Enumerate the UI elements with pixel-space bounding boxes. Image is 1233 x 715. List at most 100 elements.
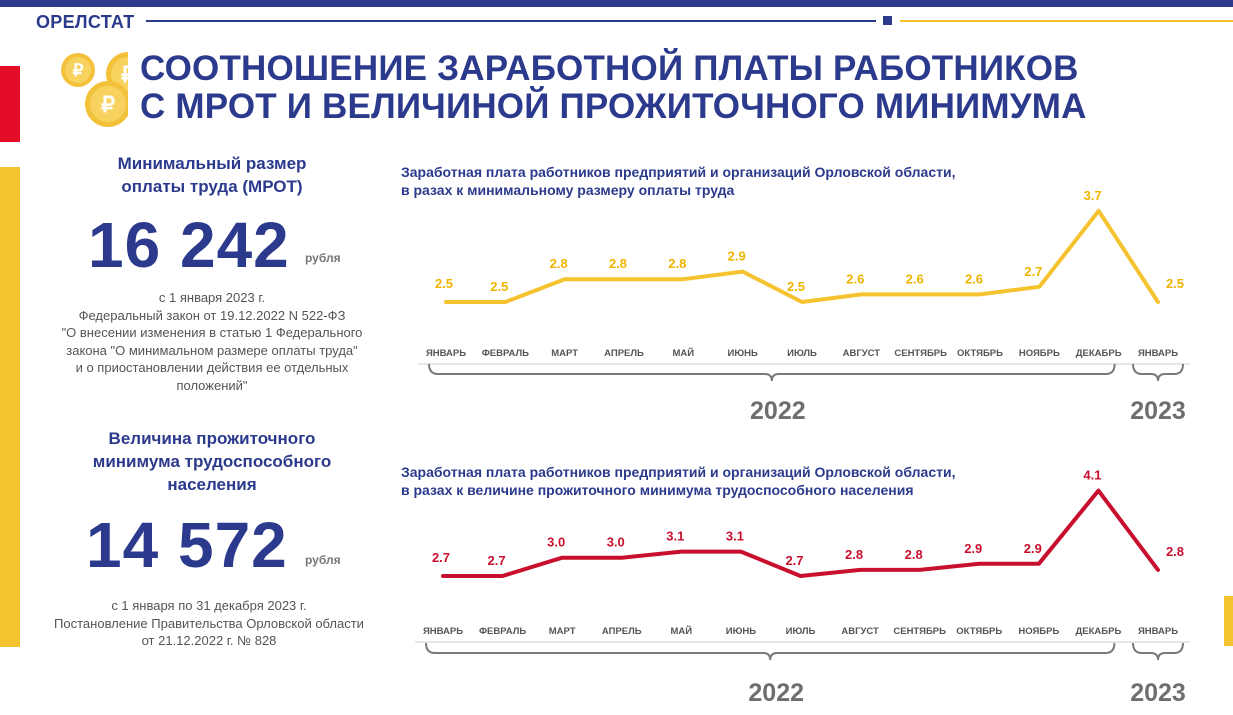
chart1-title: Заработная плата работников предприятий … <box>401 163 955 199</box>
chart1-tick-label: АПРЕЛЬ <box>604 348 644 359</box>
header-divider-marker <box>883 16 892 25</box>
chart1-tick-label: АВГУСТ <box>843 348 881 359</box>
mrot-note-line: Федеральный закон от 19.12.2022 N 522-ФЗ <box>78 307 346 323</box>
chart1-tick-label: СЕНТЯБРЬ <box>894 348 947 359</box>
chart1-data-label: 2.6 <box>846 271 864 286</box>
mrot-value: 16 242 <box>88 209 290 281</box>
svg-text:₽: ₽ <box>101 92 115 117</box>
subsistence-note-line: с 1 января по 31 декабря 2023 г. <box>111 598 307 613</box>
header-divider-accent <box>900 20 1233 22</box>
chart2-data-label: 2.8 <box>845 547 863 562</box>
coin-icon: ₽ <box>85 81 128 127</box>
chart2-tick-label: ЯНВАРЬ <box>1138 626 1178 637</box>
mrot-note: с 1 января 2023 г. Федеральный закон от … <box>27 289 397 394</box>
chart2-tick-label: ИЮЛЬ <box>786 626 816 637</box>
chart2-data-label: 2.9 <box>1024 541 1042 556</box>
chart1-data-label: 2.8 <box>668 256 686 271</box>
chart2-year-label: 2023 <box>1130 679 1186 707</box>
mrot-heading-line: Минимальный размер <box>117 154 307 173</box>
chart2-title-line: в разах к величине прожиточного минимума… <box>401 482 914 498</box>
top-bar <box>0 0 1233 7</box>
chart1-data-label: 2.5 <box>787 279 805 294</box>
chart2-year-brace <box>425 642 1116 661</box>
chart1-tick-label: ИЮНЬ <box>728 348 758 359</box>
chart2-tick-label: ЯНВАРЬ <box>423 626 463 637</box>
mrot-unit: рубля <box>305 251 341 265</box>
chart1-year-label: 2022 <box>750 397 806 425</box>
chart2-tick-label: НОЯБРЬ <box>1018 626 1059 637</box>
subsistence-heading-line: Величина прожиточного <box>108 429 316 448</box>
subsistence-heading-line: минимума трудоспособного <box>92 452 332 471</box>
chart1-data-label: 2.5 <box>490 279 508 294</box>
chart2-tick-label: ИЮНЬ <box>726 626 756 637</box>
subsistence-note-line: от 21.12.2022 г. № 828 <box>141 633 277 648</box>
chart1-year-brace <box>428 363 1116 382</box>
subsistence-heading: Величина прожиточного минимума трудоспос… <box>42 427 382 496</box>
chart2-tick-label: ОКТЯБРЬ <box>956 626 1002 637</box>
chart2-data-label: 2.8 <box>1166 544 1184 559</box>
chart1-year-label: 2023 <box>1130 397 1186 425</box>
svg-text:₽: ₽ <box>121 62 128 87</box>
chart2-data-label: 3.0 <box>547 535 565 550</box>
page-title: СООТНОШЕНИЕ ЗАРАБОТНОЙ ПЛАТЫ РАБОТНИКОВ … <box>140 50 1087 126</box>
chart2-tick-label: МАРТ <box>549 626 576 637</box>
header-divider <box>146 20 876 22</box>
chart2-year-label: 2022 <box>748 679 804 707</box>
chart2-title-line: Заработная плата работников предприятий … <box>401 464 956 480</box>
chart2-year-brace <box>1132 642 1184 661</box>
chart2-tick-label: АПРЕЛЬ <box>602 626 642 637</box>
chart1-data-label: 3.7 <box>1084 188 1102 203</box>
chart1-data-label: 2.9 <box>728 249 746 264</box>
chart1-data-label: 2.5 <box>435 276 453 291</box>
chart2-tick-label: ФЕВРАЛЬ <box>479 626 526 637</box>
mrot-heading: Минимальный размер оплаты труда (МРОТ) <box>42 152 382 198</box>
chart1-data-label: 2.6 <box>906 271 924 286</box>
yellow-accent-bar <box>0 167 20 647</box>
chart1-data-label: 2.6 <box>965 271 983 286</box>
mrot-note-line: и о приостановлении действия ее отдельны… <box>75 360 349 375</box>
chart2-data-label: 3.0 <box>607 535 625 550</box>
chart1-title-line: в разах к минимальному размеру оплаты тр… <box>401 182 735 198</box>
chart2-tick-label: ДЕКАБРЬ <box>1076 626 1122 637</box>
chart1-year-brace <box>1132 363 1184 382</box>
mrot-note-line: с 1 января 2023 г. <box>158 290 266 305</box>
mrot-note-line: положений" <box>176 377 248 393</box>
chart1-tick-label: ЯНВАРЬ <box>426 348 466 359</box>
svg-text:₽: ₽ <box>73 61 84 80</box>
ruble-coins-icon: ₽ ₽ ₽ <box>61 52 128 127</box>
mrot-note-line: "О внесении изменения в статью 1 Федерал… <box>61 325 363 340</box>
mrot-heading-line: оплаты труда (МРОТ) <box>121 177 303 196</box>
chart1-tick-label: МАЙ <box>673 347 695 359</box>
chart1-tick-label: ОКТЯБРЬ <box>957 348 1003 359</box>
chart1-tick-label: ИЮЛЬ <box>787 348 817 359</box>
subsistence-note: с 1 января по 31 декабря 2023 г. Постано… <box>24 597 394 650</box>
mrot-note-line: закона "О минимальном размере оплаты тру… <box>66 342 358 358</box>
brand-label: ОРЕЛСТАТ <box>36 12 135 32</box>
subsistence-unit: рубля <box>305 553 341 567</box>
chart1-data-label: 2.7 <box>1024 264 1042 279</box>
chart1-data-label: 2.8 <box>609 256 627 271</box>
red-accent-bar <box>0 66 20 142</box>
chart2-tick-label: СЕНТЯБРЬ <box>893 626 946 637</box>
subsistence-heading-line: населения <box>167 475 257 494</box>
chart2-data-label: 2.7 <box>432 550 450 565</box>
chart1-data-label: 2.8 <box>550 256 568 271</box>
chart2-data-label: 4.1 <box>1083 468 1101 483</box>
page-title-line: СООТНОШЕНИЕ ЗАРАБОТНОЙ ПЛАТЫ РАБОТНИКОВ <box>140 49 1079 88</box>
right-accent-bar <box>1224 596 1233 646</box>
chart1-data-label: 2.5 <box>1166 276 1184 291</box>
chart2-data-label: 3.1 <box>726 529 744 544</box>
chart2-tick-label: МАЙ <box>671 625 693 637</box>
chart2-data-label: 2.7 <box>785 553 803 568</box>
chart1-tick-label: ФЕВРАЛЬ <box>482 348 529 359</box>
subsistence-note-line: Постановление Правительства Орловской об… <box>54 615 364 631</box>
chart2-data-label: 3.1 <box>666 529 684 544</box>
chart2-data-label: 2.8 <box>905 547 923 562</box>
chart2-data-label: 2.7 <box>488 553 506 568</box>
chart2-data-label: 2.9 <box>964 541 982 556</box>
chart1-title-line: Заработная плата работников предприятий … <box>401 164 956 180</box>
chart1-tick-label: ДЕКАБРЬ <box>1076 348 1122 359</box>
chart1-tick-label: НОЯБРЬ <box>1019 348 1060 359</box>
